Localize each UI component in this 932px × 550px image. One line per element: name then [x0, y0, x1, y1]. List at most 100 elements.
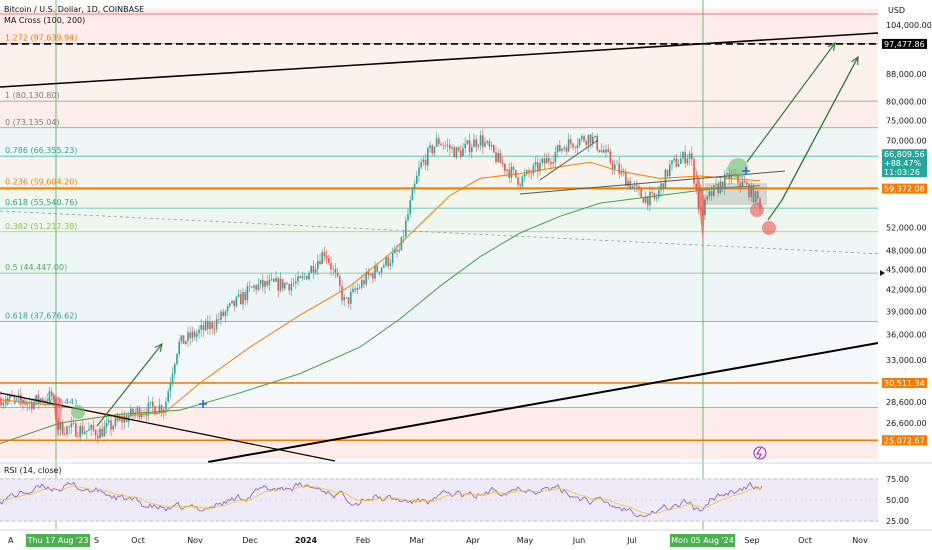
- candle-body: [99, 428, 101, 439]
- candle-body: [356, 287, 359, 291]
- candle-body: [178, 341, 180, 354]
- candle-body: [317, 261, 319, 270]
- candle-body: [636, 185, 638, 187]
- candle-body: [365, 272, 367, 285]
- candle-body: [598, 149, 601, 152]
- candle-body: [48, 391, 51, 402]
- candle-body: [633, 185, 636, 186]
- candle-body: [515, 169, 517, 178]
- candle-body: [191, 331, 194, 339]
- price-axis-tick: 26,600.00: [886, 419, 927, 428]
- fib-level-label: 1.272 (97,639.94): [5, 33, 77, 42]
- candle-body: [750, 185, 752, 198]
- rsi-axis-tick: 25.00: [886, 517, 909, 526]
- candle-body: [286, 283, 288, 285]
- candle-body: [625, 172, 627, 186]
- rsi-title: RSI (14, close): [4, 466, 62, 475]
- candle-body: [380, 267, 383, 273]
- fib-zone: [0, 8, 878, 44]
- candle-body: [336, 272, 339, 277]
- price-axis-tick: 45,000.00: [886, 266, 927, 275]
- candle-body: [266, 281, 268, 286]
- candle-body: [376, 265, 378, 272]
- candle-body: [475, 139, 477, 147]
- candle-body: [534, 162, 537, 166]
- candle-body: [400, 236, 403, 251]
- candle-body: [394, 249, 396, 254]
- lower-trend-line: [207, 342, 879, 463]
- candle-body: [70, 423, 73, 428]
- lightning-icon: [753, 446, 767, 460]
- candle-body: [609, 151, 612, 163]
- candle-body: [539, 162, 541, 172]
- candle-body: [664, 169, 667, 189]
- price-tag-label: 30,511.34: [884, 379, 925, 388]
- candle-body: [600, 149, 603, 152]
- time-axis-label: Sep: [744, 536, 759, 545]
- currency-label[interactable]: USD: [888, 6, 906, 15]
- candle-body: [33, 401, 35, 409]
- red-marker: [750, 203, 764, 217]
- candle-body: [248, 286, 251, 287]
- candle-body: [554, 152, 557, 163]
- candle-body: [372, 273, 374, 279]
- candle-body: [572, 143, 574, 148]
- candle-body: [396, 249, 398, 252]
- candle-body: [402, 236, 405, 238]
- candle-body: [651, 192, 653, 194]
- candle-body: [94, 430, 97, 436]
- price-tag-bg: [882, 38, 927, 49]
- candle-body: [642, 197, 645, 203]
- projection-arrow-head: [851, 55, 859, 66]
- candle-body: [706, 196, 708, 200]
- candle-body: [79, 426, 81, 437]
- candle-body: [457, 147, 460, 151]
- price-axis-tick: 75,000.00: [886, 116, 927, 125]
- time-axis-label: Mar: [409, 536, 425, 545]
- candle-body: [398, 250, 400, 252]
- candle-body: [710, 191, 713, 196]
- candle-body: [552, 162, 554, 164]
- price-axis-tick: 36,000.00: [886, 331, 927, 340]
- candle-body: [123, 416, 125, 423]
- candle-body: [708, 191, 711, 197]
- projection-arrow: [746, 42, 836, 163]
- candle-body: [66, 426, 68, 435]
- projection-arrow: [781, 56, 859, 201]
- price-tag-label: 25,072.67: [884, 436, 925, 445]
- candle-body: [220, 311, 222, 320]
- candle-body: [330, 262, 332, 270]
- time-axis-label: May: [517, 536, 534, 545]
- fib-zone: [0, 208, 878, 232]
- candle-body: [682, 152, 684, 159]
- fib-zone: [0, 231, 878, 274]
- candle-body: [26, 403, 29, 405]
- candle-body: [229, 303, 231, 307]
- candle-body: [202, 325, 205, 331]
- candle-body: [391, 253, 394, 264]
- candle-body: [548, 157, 550, 162]
- candle-body: [464, 143, 466, 149]
- candle-body: [292, 283, 295, 284]
- candle-body: [576, 145, 579, 149]
- candle-body: [565, 147, 568, 152]
- candle-body: [44, 400, 46, 402]
- candle-body: [92, 425, 95, 431]
- candle-body: [697, 190, 700, 210]
- candle-body: [559, 145, 561, 152]
- candle-body: [691, 153, 693, 160]
- candle-body: [438, 138, 440, 144]
- candle-body: [171, 373, 174, 383]
- ma200-line: [0, 185, 761, 444]
- candle-body: [413, 183, 416, 190]
- candle-body: [495, 152, 497, 162]
- candle-body: [499, 152, 502, 163]
- candle-body: [215, 319, 218, 329]
- ma100-line: [0, 161, 761, 418]
- candle-body: [435, 138, 438, 147]
- candle-body: [523, 174, 526, 177]
- candle-body: [160, 405, 163, 412]
- price-axis-tick: 42,000.00: [886, 286, 927, 295]
